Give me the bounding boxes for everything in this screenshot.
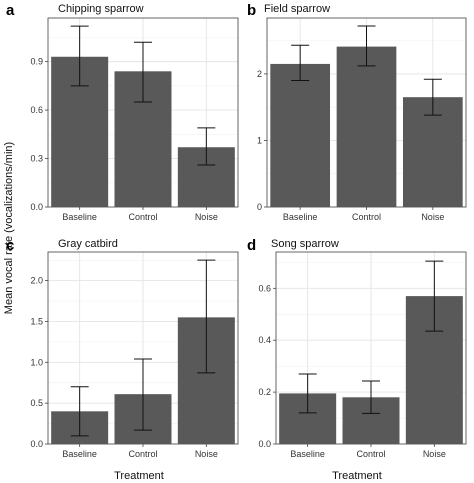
y-tick-label: 1: [257, 135, 262, 145]
x-tick-label: Noise: [421, 212, 444, 222]
y-tick-label: 0.6: [258, 283, 271, 293]
panel-d: 0.0 0.2 0.4 0.6 Baseline Control Noise d Song sp…: [247, 237, 467, 459]
panel-c: 0.0 0.5 1.0 1.5 2.0 Baseline Control Noise c Gray…: [6, 237, 239, 459]
y-tick-label: 0.0: [30, 202, 43, 212]
panel-title: Gray catbird: [58, 238, 118, 250]
x-tick-label: Noise: [423, 449, 446, 459]
x-tick-label: Control: [128, 449, 157, 459]
y-tick-label: 2.0: [30, 276, 43, 286]
panel-letter: c: [6, 237, 14, 254]
x-tick-label: Baseline: [62, 449, 97, 459]
x-axis-title-right: Treatment: [332, 470, 382, 482]
x-axis-title-left: Treatment: [114, 470, 164, 482]
x-tick-label: Noise: [195, 212, 218, 222]
x-tick-label: Control: [128, 212, 157, 222]
y-tick-label: 0.4: [258, 335, 271, 345]
y-tick-label: 0: [257, 202, 262, 212]
y-axis-title: Mean vocal rate (vocalizations/min): [3, 142, 15, 314]
x-tick-label: Control: [352, 212, 381, 222]
y-tick-label: 0.2: [258, 387, 271, 397]
x-tick-label: Baseline: [283, 212, 318, 222]
y-tick-label: 0.5: [30, 398, 43, 408]
bar-baseline: [270, 63, 331, 208]
panel-title: Field sparrow: [264, 3, 330, 15]
panel-letter: d: [247, 237, 256, 254]
panel-title: Song sparrow: [271, 238, 339, 250]
x-tick-label: Noise: [195, 449, 218, 459]
y-tick-label: 0.6: [30, 105, 43, 115]
y-tick-label: 0.9: [30, 57, 43, 67]
y-tick-label: 0.0: [258, 439, 271, 449]
panel-letter: a: [6, 2, 15, 19]
panel-title: Chipping sparrow: [58, 3, 144, 15]
bar-control: [336, 46, 397, 207]
x-tick-label: Control: [356, 449, 385, 459]
panel-b: 0 1 2 Baseline Control Noise b Field sparrow: [247, 2, 467, 222]
panel-a: 0.0 0.3 0.6 0.9 Baseline Control Noise a Chippin…: [6, 2, 239, 222]
y-tick-label: 2: [257, 69, 262, 79]
y-tick-label: 0.3: [30, 154, 43, 164]
panel-letter: b: [247, 2, 256, 19]
y-tick-label: 0.0: [30, 439, 43, 449]
y-tick-label: 1.0: [30, 357, 43, 367]
y-tick-label: 1.5: [30, 316, 43, 326]
x-tick-label: Baseline: [290, 449, 325, 459]
x-tick-label: Baseline: [62, 212, 97, 222]
